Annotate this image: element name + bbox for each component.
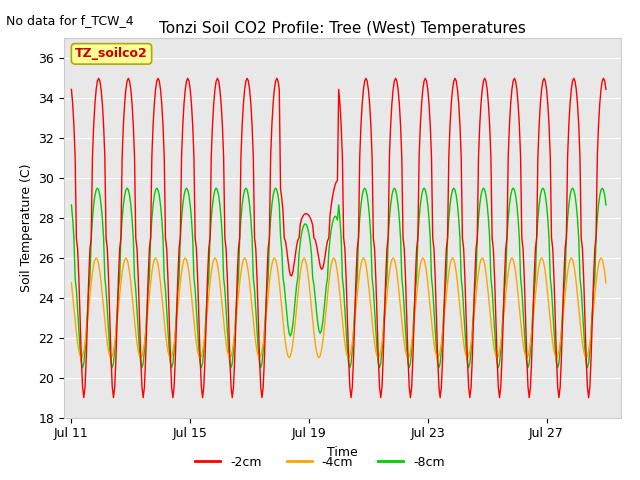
Title: Tonzi Soil CO2 Profile: Tree (West) Temperatures: Tonzi Soil CO2 Profile: Tree (West) Temp… bbox=[159, 21, 526, 36]
Text: No data for f_TCW_4: No data for f_TCW_4 bbox=[6, 14, 134, 27]
Text: TZ_soilco2: TZ_soilco2 bbox=[75, 48, 148, 60]
X-axis label: Time: Time bbox=[327, 446, 358, 459]
Legend: -2cm, -4cm, -8cm: -2cm, -4cm, -8cm bbox=[190, 451, 450, 474]
Y-axis label: Soil Temperature (C): Soil Temperature (C) bbox=[20, 164, 33, 292]
